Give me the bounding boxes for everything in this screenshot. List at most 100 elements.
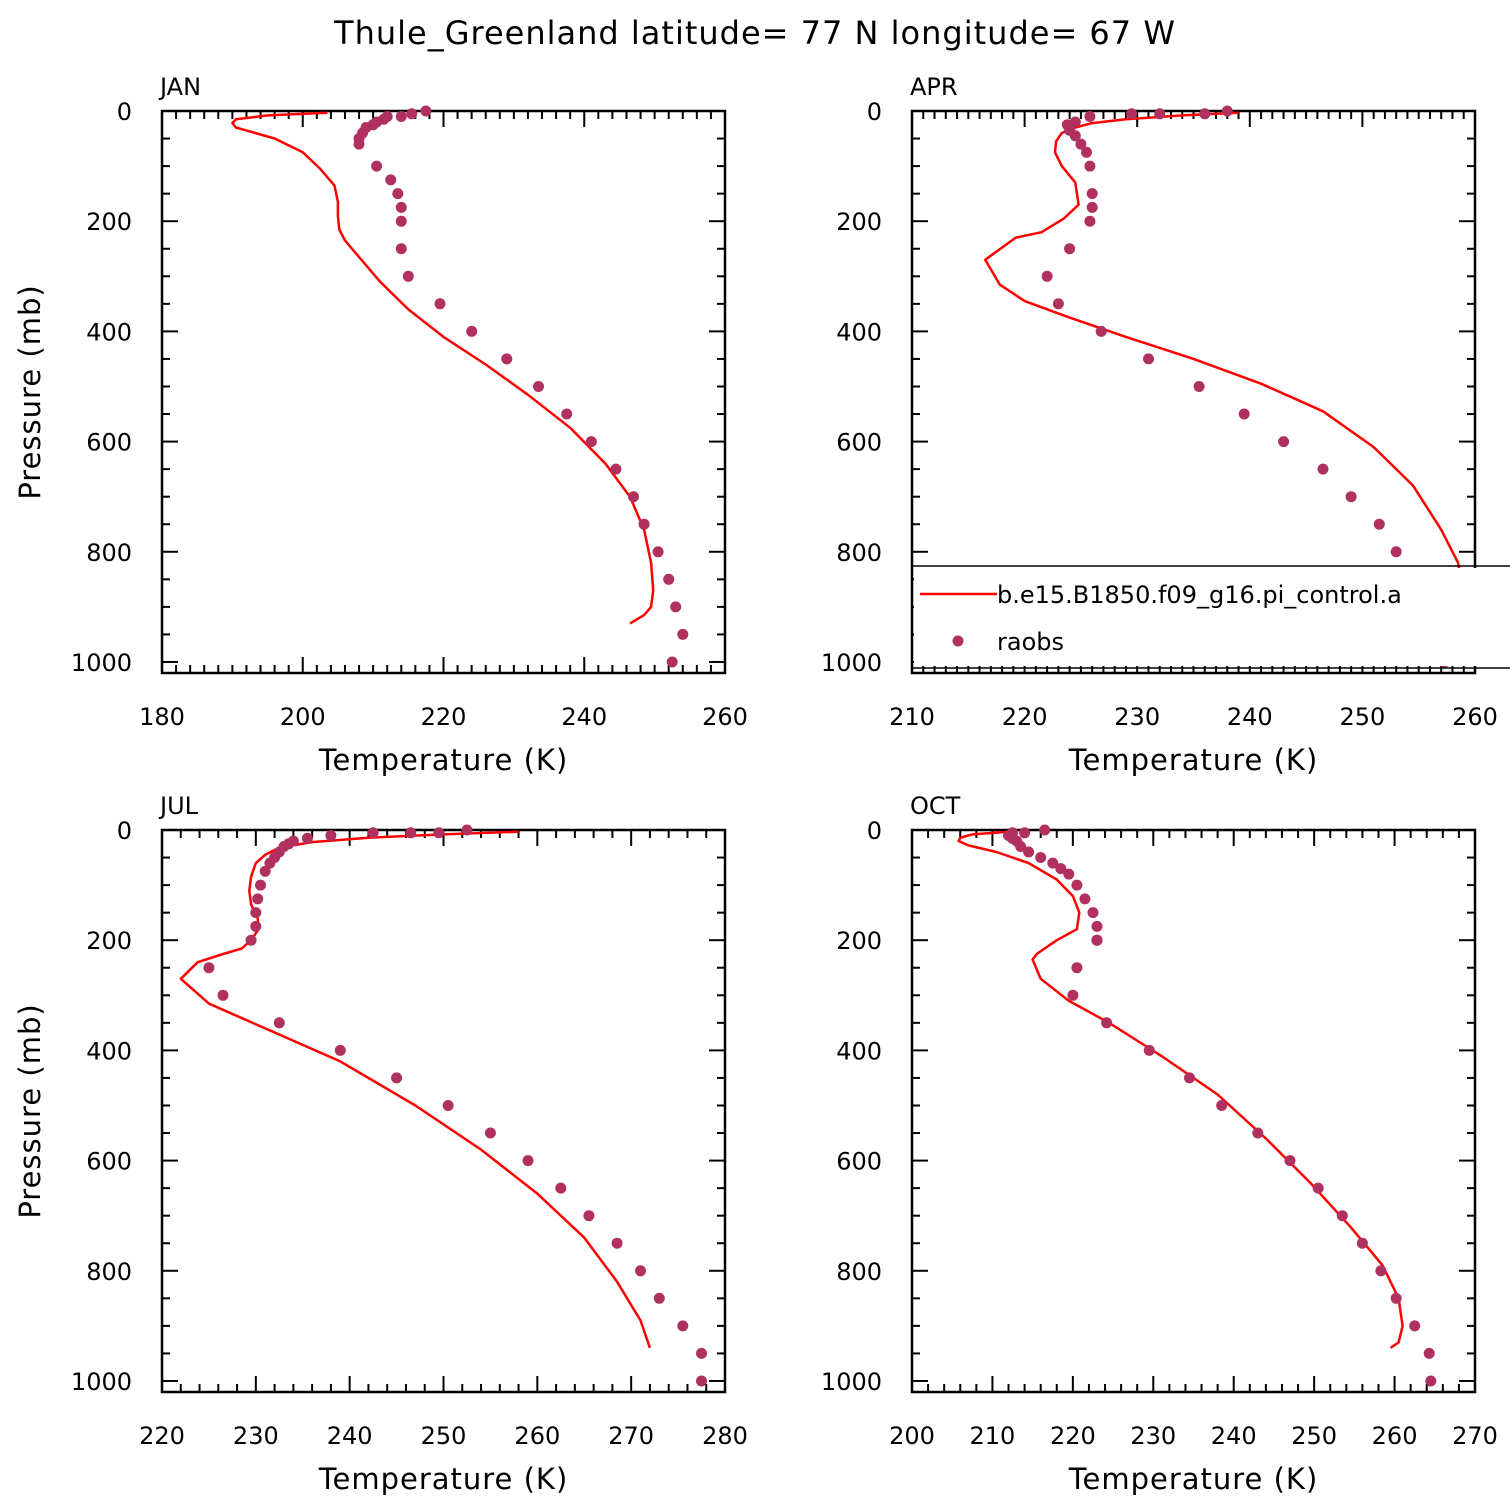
raobs-point [1375,1265,1387,1277]
raobs-point [1356,1237,1368,1249]
raobs-point [1143,1044,1155,1056]
y-axis-label-jul: Pressure (mb) [13,1003,47,1218]
raobs-point [466,325,478,337]
x-tick-label-jul: 270 [608,1422,654,1450]
raobs-point [1423,1347,1435,1359]
raobs-point [301,832,313,844]
raobs-markers-jul [203,824,707,1387]
raobs-point [610,463,622,475]
y-tick-label-jul: 600 [86,1148,132,1176]
raobs-point [245,934,257,946]
raobs-point [1199,108,1211,120]
y-tick-label-jul: 400 [86,1037,132,1065]
raobs-point [1035,852,1047,863]
raobs-point [696,1375,707,1387]
raobs-point [1079,893,1091,905]
model-line-jan [231,111,655,625]
raobs-point [1084,111,1096,122]
panel-label-jan: JAN [158,73,201,101]
x-tick-label-apr: 220 [1002,703,1048,731]
raobs-point [420,105,432,117]
y-tick-label-jul: 1000 [71,1368,132,1396]
raobs-point [1019,827,1031,839]
x-tick-label-oct: 230 [1130,1422,1176,1450]
x-tick-label-jan: 220 [421,703,467,731]
raobs-point [325,830,337,841]
raobs-point [391,1072,403,1084]
raobs-point [1086,188,1098,200]
y-tick-label-oct: 400 [836,1037,882,1065]
raobs-point [677,1320,689,1332]
raobs-point [1345,491,1357,503]
raobs-point [1390,546,1402,558]
raobs-point [203,962,215,974]
raobs-point [555,1182,567,1194]
raobs-point [395,201,407,213]
raobs-point [259,865,271,877]
raobs-point [1216,1100,1228,1111]
panel-label-apr: APR [910,73,958,101]
raobs-point [367,827,379,839]
x-tick-label-oct: 200 [889,1422,935,1450]
y-tick-label-jan: 1000 [71,649,132,677]
y-tick-label-jul: 200 [86,927,132,955]
raobs-point [1071,962,1083,974]
x-tick-label-oct: 250 [1291,1422,1337,1450]
y-tick-label-jul: 0 [117,817,132,845]
raobs-point [217,989,229,1001]
plot-frame-oct [910,828,1477,1394]
raobs-point [1075,138,1087,150]
raobs-point [434,298,446,310]
raobs-point [255,879,266,891]
x-axis-label-oct: Temperature (K) [1068,1462,1319,1496]
raobs-point [1336,1210,1348,1222]
raobs-point [1023,846,1035,858]
x-tick-label-jan: 180 [139,703,185,731]
legend-background [914,568,1508,666]
x-tick-label-jan: 260 [702,703,748,731]
raobs-point [522,1155,534,1167]
y-tick-label-jan: 400 [86,318,132,346]
raobs-point [653,1292,665,1304]
raobs-point [385,174,397,186]
y-tick-label-jul: 800 [86,1258,132,1286]
figure-title: Thule_Greenland latitude= 77 N longitude… [333,14,1176,52]
raobs-point [1143,353,1154,365]
y-tick-label-jan: 600 [86,429,132,457]
raobs-point [533,381,544,392]
raobs-point [1052,298,1064,310]
x-tick-label-jan: 200 [280,703,326,731]
raobs-point [1095,325,1107,337]
raobs-point [1317,463,1329,475]
raobs-point [1084,215,1096,227]
raobs-point [402,270,414,282]
raobs-point [1425,1375,1437,1387]
raobs-point [1278,436,1290,448]
raobs-point [1039,824,1051,836]
raobs-point [406,108,418,120]
y-axis-label-jan: Pressure (mb) [13,284,47,499]
raobs-point [395,243,407,255]
y-tick-label-jan: 800 [86,539,132,567]
raobs-point [585,436,597,448]
raobs-point [635,1265,646,1277]
y-tick-label-apr: 0 [867,98,882,126]
legend-marker-swatch [952,635,964,647]
y-tick-label-oct: 600 [836,1148,882,1176]
y-tick-label-apr: 600 [836,429,882,457]
y-tick-label-oct: 0 [867,817,882,845]
raobs-point [501,353,513,365]
raobs-point [1063,868,1075,880]
raobs-point [1184,1072,1195,1084]
raobs-point [1091,934,1103,946]
x-axis-label-jan: Temperature (K) [318,743,569,777]
raobs-point [334,1044,346,1056]
x-tick-label-oct: 260 [1372,1422,1418,1450]
raobs-point [433,827,445,839]
raobs-point [666,656,678,668]
raobs-point [250,907,262,919]
